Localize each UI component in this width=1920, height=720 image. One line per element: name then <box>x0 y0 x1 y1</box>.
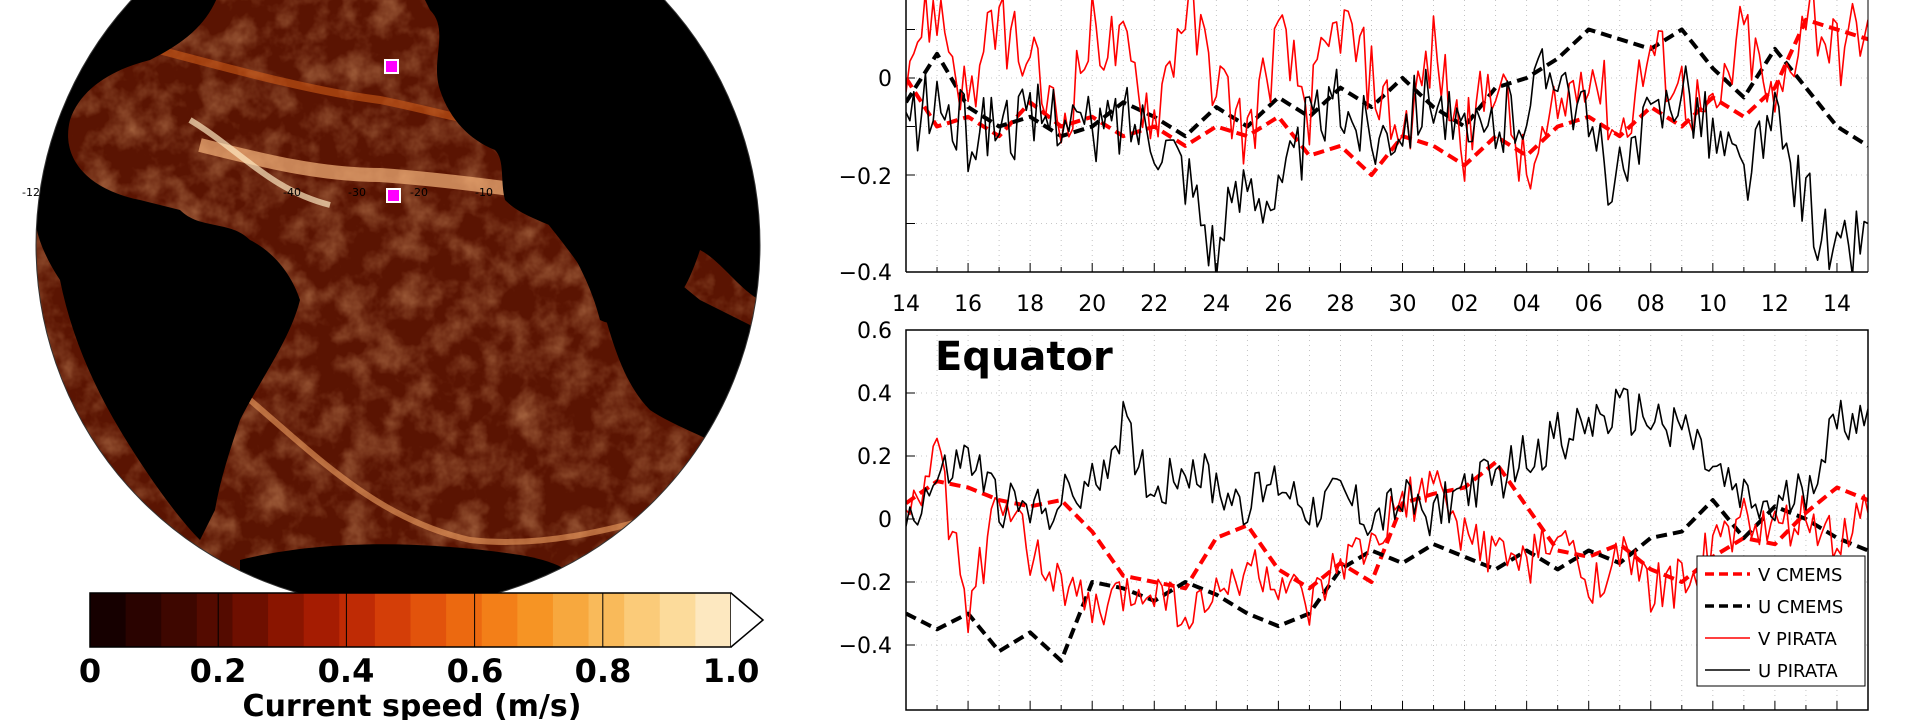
bottom-y-tick-labels: 0.6 0.4 0.2 0 −0.2 −0.4 <box>839 319 892 659</box>
africa-europe-landmass <box>420 0 760 324</box>
x-tick-label: 08 <box>1637 292 1665 317</box>
legend-label: V CMEMS <box>1758 565 1842 586</box>
x-tick-label: 26 <box>1264 292 1292 317</box>
legend-label: U CMEMS <box>1758 597 1843 618</box>
colorbar-label: Current speed (m/s) <box>243 689 582 720</box>
y-tick-label: −0.2 <box>839 571 892 596</box>
colorbar-tick-labels: 0 0.2 0.4 0.6 0.8 1.0 <box>79 652 759 690</box>
y-tick-label: 0 <box>878 67 892 92</box>
legend-label: V PIRATA <box>1758 629 1837 650</box>
series-line-u-pirata <box>906 387 1868 537</box>
equator-station-marker <box>386 188 401 203</box>
grid-label: -10 <box>475 186 493 199</box>
north-station-marker <box>384 59 399 74</box>
y-tick-label: −0.4 <box>839 261 892 286</box>
bottom-frame <box>905 329 1869 711</box>
grid-label: -30 <box>348 186 366 199</box>
x-tick-label: 04 <box>1513 292 1541 317</box>
equator-timeseries-panel: Equator 0.6 0.4 0.2 0 −0.2 −0.4 V CMEMS … <box>839 319 1869 711</box>
north-brazil-current <box>188 117 331 208</box>
x-tick-label: 24 <box>1202 292 1230 317</box>
colorbar-segment <box>588 593 625 647</box>
top-series <box>906 0 1868 272</box>
colorbar-segment <box>196 593 233 647</box>
series-line-v-pirata <box>906 0 1868 190</box>
panel-title: Equator <box>935 334 1113 380</box>
x-tick-label: 18 <box>1016 292 1044 317</box>
colorbar-tick: 1.0 <box>703 652 760 690</box>
colorbar-segment <box>624 593 661 647</box>
grid-label: 0 <box>540 186 547 199</box>
colorbar-segment <box>659 593 696 647</box>
grid-label: 10 <box>590 247 604 260</box>
map-grid-labels: -120 -90 -40 -30 -20 -10 0 10 30 60 <box>22 186 744 260</box>
x-tick-label: 20 <box>1078 292 1106 317</box>
colorbar-segment <box>552 593 590 647</box>
x-tick-label: 06 <box>1575 292 1603 317</box>
colorbar-segment <box>303 593 340 647</box>
current-speed-map: -120 -90 -40 -30 -20 -10 0 10 30 60 <box>22 0 761 608</box>
series-line-u-cmems <box>906 498 1868 663</box>
top-x-tick-labels: 14 16 18 20 22 24 26 28 30 02 04 06 08 1… <box>892 292 1851 317</box>
series-line-u-pirata <box>906 48 1868 272</box>
x-tick-label: 14 <box>1823 292 1851 317</box>
colorbar-segment <box>410 593 447 647</box>
x-tick-label: 22 <box>1140 292 1168 317</box>
americas-landmass <box>36 0 300 540</box>
top-timeseries-panel: 0 −0.2 −0.4 14 16 18 20 22 24 26 28 30 0… <box>839 0 1869 317</box>
y-tick-label: 0.6 <box>857 319 892 344</box>
x-tick-label: 28 <box>1326 292 1354 317</box>
y-tick-label: 0 <box>878 508 892 533</box>
series-line-u-cmems <box>906 27 1868 148</box>
colorbar-segment <box>481 593 518 647</box>
gulf-stream <box>119 36 481 124</box>
colorbar-segment <box>339 593 376 647</box>
colorbar-segment <box>695 593 732 647</box>
x-tick-label: 14 <box>892 292 920 317</box>
legend: V CMEMS U CMEMS V PIRATA U PIRATA <box>1696 555 1866 687</box>
colorbar-tick: 0.2 <box>190 652 247 690</box>
legend-box <box>1696 555 1866 687</box>
x-tick-label: 30 <box>1389 292 1417 317</box>
y-tick-label: 0.4 <box>857 382 892 407</box>
colorbar-segment <box>161 593 198 647</box>
colorbar-tick: 0.4 <box>318 652 375 690</box>
grid-label: -40 <box>283 186 301 199</box>
y-tick-label: 0.2 <box>857 445 892 470</box>
grid-label: 30 <box>705 186 719 199</box>
grid-label: -120 <box>22 186 47 199</box>
colorbar-tick: 0.8 <box>575 652 632 690</box>
top-y-tick-labels: 0 −0.2 −0.4 <box>839 67 892 286</box>
x-tick-label: 10 <box>1699 292 1727 317</box>
x-tick-label: 12 <box>1761 292 1789 317</box>
grid-label: -90 <box>48 186 66 199</box>
colorbar-tick: 0 <box>79 652 101 690</box>
colorbar-segment <box>90 593 127 647</box>
colorbar-segment <box>446 593 483 647</box>
colorbar-extend-arrow <box>730 592 765 648</box>
colorbar <box>89 592 765 648</box>
colorbar-segment <box>125 593 162 647</box>
colorbar-segment <box>232 593 269 647</box>
colorbar-segment <box>374 593 411 647</box>
x-tick-label: 02 <box>1451 292 1479 317</box>
x-tick-label: 16 <box>954 292 982 317</box>
y-tick-label: −0.2 <box>839 165 892 190</box>
colorbar-segment <box>517 593 554 647</box>
grid-label: 60 <box>730 186 744 199</box>
colorbar-tick: 0.6 <box>447 652 504 690</box>
grid-label: -20 <box>410 186 428 199</box>
legend-label: U PIRATA <box>1758 661 1838 682</box>
y-tick-label: −0.4 <box>839 634 892 659</box>
south-africa-landmass <box>530 200 760 470</box>
colorbar-segment <box>268 593 305 647</box>
